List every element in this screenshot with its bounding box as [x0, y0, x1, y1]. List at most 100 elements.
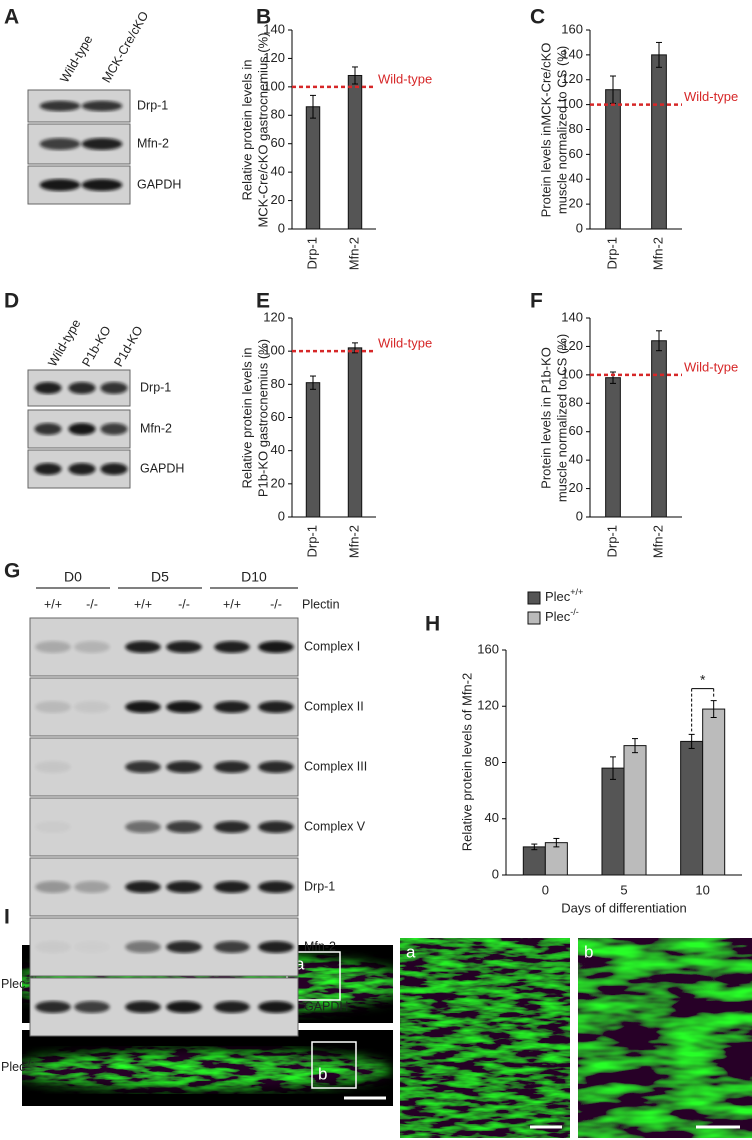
panel-label: F [530, 290, 543, 313]
y-axis-label: Protein levels in P1b-KO [538, 347, 553, 489]
blot-band [258, 941, 294, 953]
lane-label: +/+ [134, 597, 152, 611]
y-tick-label: 140 [263, 21, 285, 36]
blot-band [81, 179, 123, 191]
x-tick-label: Mfn-2 [346, 237, 361, 270]
y-tick-label: 60 [569, 423, 583, 438]
blot-band [34, 423, 62, 435]
blot-row-label: Complex I [304, 639, 360, 653]
blot-band [125, 761, 161, 773]
blot-band [100, 382, 128, 394]
panel-label: D [4, 290, 19, 313]
y-tick-label: 100 [263, 78, 285, 93]
y-tick-label: 100 [561, 96, 583, 111]
y-tick-label: 0 [576, 508, 583, 523]
y-tick-label: 20 [569, 196, 583, 211]
x-tick-label: Drp-1 [604, 525, 619, 558]
y-tick-label: 100 [263, 343, 285, 358]
panel-label: I [4, 906, 10, 929]
blot-row-label: Mfn-2 [137, 136, 169, 150]
lane-label: Wild-type [57, 33, 95, 85]
lane-group-label: Plectin [302, 597, 340, 611]
blot-band [258, 701, 294, 713]
y-tick-label: 0 [492, 866, 499, 881]
legend-label: Plec-/- [545, 607, 579, 624]
panel-label: H [425, 613, 440, 636]
blot-band [125, 641, 161, 653]
blot-band [258, 761, 294, 773]
y-tick-label: 80 [271, 376, 285, 391]
blot-band [39, 179, 81, 191]
y-tick-label: 20 [271, 475, 285, 490]
y-tick-label: 80 [569, 121, 583, 136]
reference-label: Wild-type [378, 71, 432, 86]
y-tick-label: 60 [569, 146, 583, 161]
blot-row-label: Complex V [304, 819, 366, 833]
imaging: a b a b Plec+/+ Plec-/- [1, 938, 752, 1138]
blot-band [125, 701, 161, 713]
blot-band [35, 881, 71, 893]
blot-row-label: Mfn-2 [304, 939, 336, 953]
inset-label: a [406, 942, 416, 961]
blot-band [166, 881, 202, 893]
blot-band [258, 881, 294, 893]
blot-band [39, 100, 81, 112]
blot-band [166, 1001, 202, 1013]
y-axis-label: Relative protein levels in [239, 60, 254, 201]
y-tick-label: 140 [561, 46, 583, 61]
blot-row-label: Drp-1 [140, 380, 171, 394]
blot-band [125, 941, 161, 953]
x-tick-label: 0 [542, 882, 549, 897]
y-tick-label: 0 [576, 220, 583, 235]
x-tick-label: Drp-1 [304, 237, 319, 270]
blot-strip [29, 797, 299, 857]
blot-band [100, 463, 128, 475]
blot-band [68, 463, 96, 475]
panel-label: A [4, 6, 19, 29]
reference-label: Wild-type [684, 359, 738, 374]
lane-label: +/+ [44, 597, 62, 611]
bar [347, 74, 363, 230]
legend-swatch [527, 611, 541, 625]
y-tick-label: 140 [561, 309, 583, 324]
bar [305, 106, 321, 230]
reference-label: Wild-type [378, 336, 432, 351]
blot-band [166, 821, 202, 833]
blot-band [214, 701, 250, 713]
lane-label: -/- [86, 597, 98, 611]
row-label: Plec-/- [1, 1057, 34, 1074]
panel-label: B [256, 6, 271, 29]
blot-row-label: Complex III [304, 759, 367, 773]
bar [623, 745, 647, 876]
y-tick-label: 60 [271, 135, 285, 150]
group-label: D10 [241, 569, 267, 585]
x-tick-label: Mfn-2 [346, 525, 361, 558]
blot-band [35, 821, 71, 833]
y-tick-label: 40 [485, 810, 499, 825]
blot-band [74, 941, 110, 953]
x-tick-label: 5 [620, 882, 627, 897]
y-tick-label: 80 [485, 754, 499, 769]
blot-band [258, 821, 294, 833]
y-axis-label: Relative protein levels in [239, 348, 254, 489]
x-tick-label: Drp-1 [604, 237, 619, 270]
blot-strip [29, 737, 299, 797]
blot-band [214, 641, 250, 653]
blot-row-label: Mfn-2 [140, 421, 172, 435]
lane-label: -/- [270, 597, 282, 611]
bar [347, 347, 363, 518]
lane-label: MCK-Cre/cKO [99, 9, 151, 85]
bar [680, 740, 704, 876]
y-tick-label: 160 [561, 21, 583, 36]
lane-label: Wild-type [45, 317, 83, 369]
y-tick-label: 120 [561, 71, 583, 86]
blot-band [166, 761, 202, 773]
y-tick-label: 120 [561, 338, 583, 353]
y-axis-label: Relative protein levels of Mfn-2 [459, 673, 474, 851]
y-tick-label: 80 [569, 395, 583, 410]
bar [544, 842, 568, 876]
blot-band [74, 701, 110, 713]
bar [651, 54, 667, 230]
y-axis-label: P1b-KO gastrocnemius (%) [255, 339, 270, 497]
